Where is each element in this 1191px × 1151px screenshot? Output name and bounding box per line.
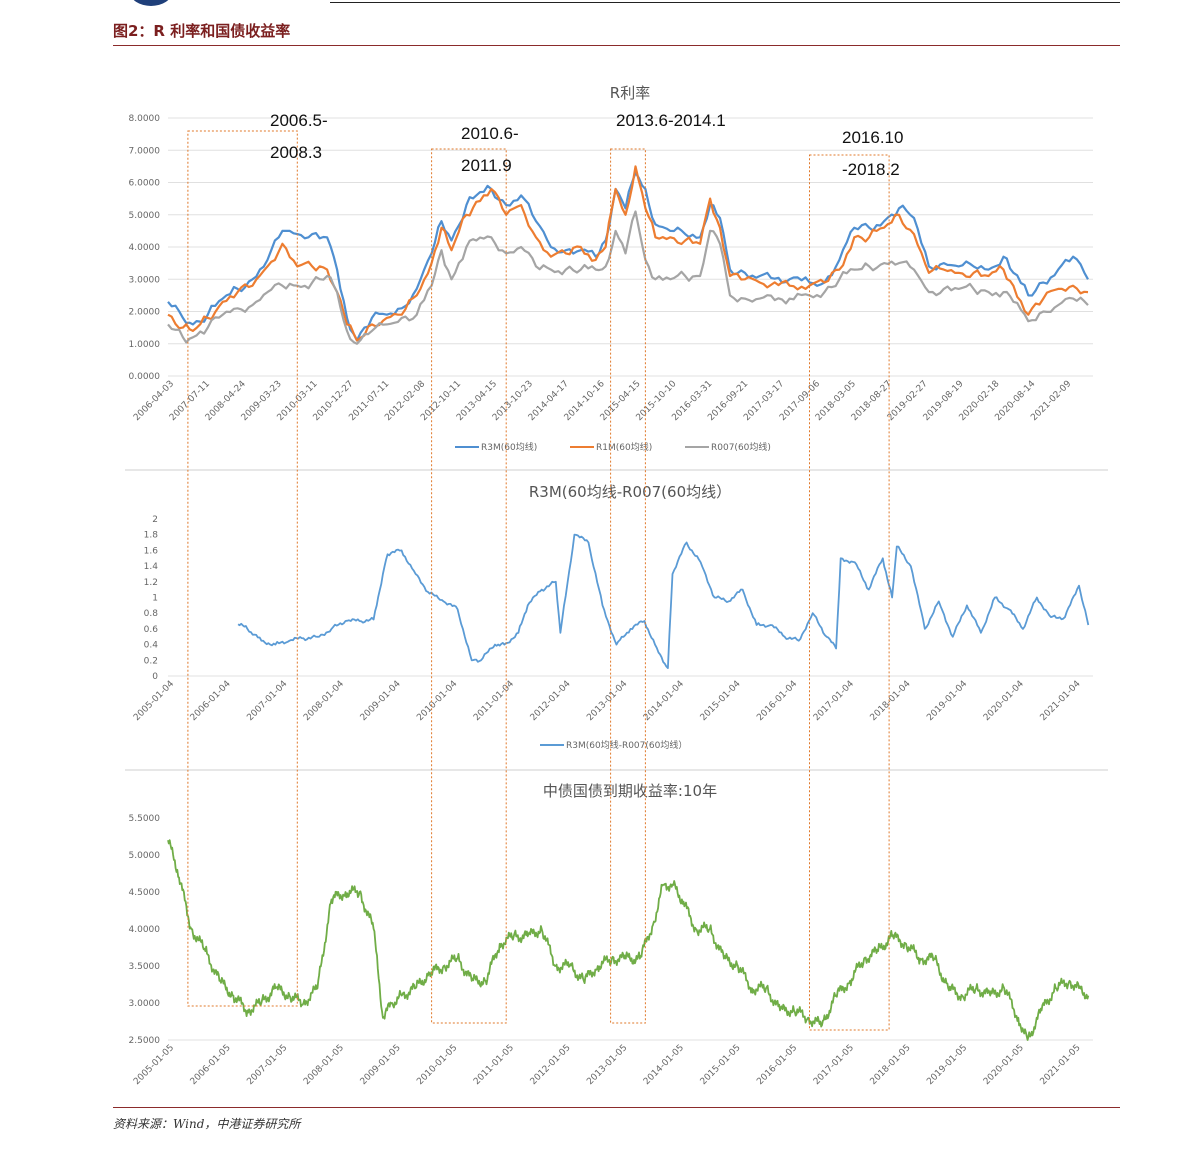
chart-title: R3M(60均线-R007(60均线） — [529, 483, 731, 501]
x-tick-label: 2016-01-05 — [755, 1043, 799, 1087]
x-tick-label: 2020-01-05 — [982, 1043, 1026, 1087]
y-tick-label: 1.0000 — [129, 340, 161, 350]
y-tick-label: 8.0000 — [129, 114, 161, 124]
period-label: 2016.10 — [842, 128, 903, 147]
period-box — [187, 130, 298, 1007]
period-annotations: 2006.5- 2008.3 2010.6- 2011.9 2013.6-2014.1 2… — [187, 111, 903, 1031]
y-tick-label: 5.0000 — [129, 851, 161, 861]
x-tick-label: 2008-01-05 — [302, 1043, 346, 1087]
x-tick-label: 2009-01-04 — [359, 679, 403, 723]
y-tick-label: 3.0000 — [129, 275, 161, 285]
footer-rule — [113, 1107, 1120, 1108]
period-label: 2011.9 — [461, 156, 512, 175]
x-tick-label: 2006-01-05 — [189, 1043, 233, 1087]
x-tick-label: 2011-01-05 — [472, 1043, 516, 1087]
period-label: 2008.3 — [270, 143, 322, 162]
series-line — [167, 165, 1089, 342]
source-note: 资料来源：Wind，中港证券研究所 — [113, 1117, 301, 1131]
series-line — [167, 171, 1089, 342]
y-tick-label: 1.4 — [144, 562, 159, 572]
series-line — [237, 533, 1090, 669]
x-tick-label: 2016-01-04 — [755, 679, 799, 723]
y-tick-label: 0.8 — [144, 609, 159, 619]
header-rule — [330, 2, 1120, 3]
y-tick-label: 0.0000 — [129, 372, 161, 382]
x-tick-label: 2020-01-04 — [982, 679, 1026, 723]
y-tick-label: 7.0000 — [129, 146, 161, 156]
period-label: 2006.5- — [270, 111, 328, 130]
y-tick-label: 1 — [152, 594, 158, 604]
period-box — [610, 148, 646, 1024]
x-tick-label: 2013-01-04 — [585, 679, 629, 723]
x-tick-label: 2009-01-05 — [359, 1043, 403, 1087]
y-tick-label: 0.2 — [144, 656, 158, 666]
period-box — [809, 154, 890, 1031]
period-label: -2018.2 — [842, 160, 900, 179]
y-tick-label: 0.4 — [144, 641, 159, 651]
x-tick-label: 2017-01-04 — [812, 679, 856, 723]
x-tick-label: 2005-01-04 — [132, 679, 176, 723]
panel-r3m-minus-r007: R3M(60均线-R007(60均线） 0 0.2 0.4 0.6 0.8 1 1.2 1.4 1… — [132, 483, 1093, 751]
x-tick-label: 2012-01-05 — [529, 1043, 573, 1087]
y-tick-label: 0.6 — [144, 625, 159, 635]
chart-title: 中债国债到期收益率:10年 — [543, 782, 717, 800]
legend-label: R3M(60均线) — [481, 441, 537, 453]
period-label: 2010.6- — [461, 124, 519, 143]
y-tick-label: 5.0000 — [129, 211, 161, 221]
x-tick-label: 2017-01-05 — [812, 1043, 856, 1087]
x-tick-label: 2005-01-05 — [132, 1043, 176, 1087]
legend-label: R007(60均线) — [711, 441, 771, 453]
y-tick-label: 4.5000 — [129, 888, 161, 898]
x-tick-label: 2015-01-05 — [699, 1043, 743, 1087]
y-tick-label: 4.0000 — [129, 925, 161, 935]
y-tick-label: 1.6 — [144, 546, 159, 556]
y-tick-label: 1.8 — [144, 531, 159, 541]
y-tick-label: 6.0000 — [129, 179, 161, 189]
series-line — [167, 839, 1090, 1041]
y-tick-label: 2 — [152, 515, 158, 525]
x-tick-label: 2019-01-04 — [925, 679, 969, 723]
x-tick-label: 2008-01-04 — [302, 679, 346, 723]
y-tick-label: 3.5000 — [129, 962, 161, 972]
x-tick-label: 2019-01-05 — [925, 1043, 969, 1087]
x-tick-label: 2013-01-05 — [585, 1043, 629, 1087]
y-tick-label: 4.0000 — [129, 243, 161, 253]
y-tick-label: 5.5000 — [129, 814, 161, 824]
legend-label: R1M(60均线) — [596, 441, 652, 453]
x-tick-label: 2007-01-05 — [245, 1043, 289, 1087]
y-tick-label: 3.0000 — [129, 999, 161, 1009]
period-box — [431, 148, 507, 1024]
logo — [130, 0, 172, 6]
title-rule — [113, 45, 1120, 46]
x-tick-label: 2018-01-05 — [869, 1043, 913, 1087]
period-label: 2013.6-2014.1 — [616, 111, 726, 130]
x-tick-label: 2015-01-04 — [699, 679, 743, 723]
y-tick-label: 1.2 — [144, 578, 158, 588]
x-tick-label: 2007-01-04 — [245, 679, 289, 723]
figure-title: 图2：R 利率和国债收益率 — [113, 22, 291, 40]
x-tick-label: 2018-01-04 — [869, 679, 913, 723]
x-tick-label: 2010-01-04 — [415, 679, 459, 723]
x-tick-label: 2021-01-05 — [1039, 1043, 1083, 1087]
y-tick-label: 2.0000 — [129, 308, 161, 318]
x-tick-label: 2006-01-04 — [189, 679, 233, 723]
chart-title: R利率 — [610, 84, 650, 102]
x-tick-label: 2021-01-04 — [1039, 679, 1083, 723]
x-tick-label: 2014-01-04 — [642, 679, 686, 723]
x-tick-label: 2010-01-05 — [415, 1043, 459, 1087]
legend-label: R3M(60均线-R007(60均线） — [566, 739, 687, 751]
x-tick-label: 2012-01-04 — [529, 679, 573, 723]
x-tick-label: 2014-01-05 — [642, 1043, 686, 1087]
y-tick-label: 0 — [152, 672, 158, 682]
y-tick-label: 2.5000 — [129, 1036, 161, 1046]
series-line — [167, 210, 1089, 345]
x-tick-label: 2011-01-04 — [472, 679, 516, 723]
